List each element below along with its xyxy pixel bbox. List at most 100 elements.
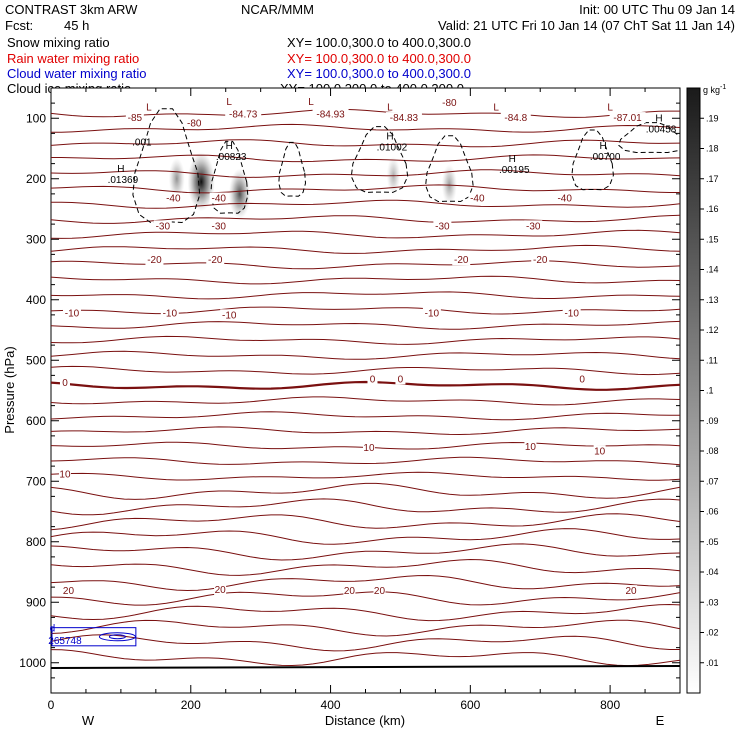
cloud-ice-label: .001 [132,137,152,148]
y-axis-label: Pressure (hPa) [2,346,17,433]
colorbar: .01 .02 .03 .04 .05 .06 .07 .08 .09 .1 .11 .12 .13 .1… [686,84,726,694]
x-tick-label: 200 [181,698,201,712]
high-marker: H [117,164,124,175]
isotherm-label-bg [524,441,537,453]
colorbar-tick-label: .18 [706,144,719,154]
isotherm-label-bg [524,220,543,232]
field-label-rain: Rain water mixing ratio [7,51,139,66]
field-label-snow: Snow mixing ratio [7,35,110,50]
west-label: W [82,713,95,728]
isotherm-line [51,528,680,545]
isotherm-label: -85 [128,113,143,124]
isotherm-label: -84.83 [390,113,419,124]
isotherm-label: 10 [363,443,375,454]
isotherm-label-bg [440,96,459,108]
isotherm-line [51,335,680,345]
isotherm-label: -10 [65,308,80,319]
high-marker-value: .01369 [108,175,139,186]
isotherm-label: -30 [526,221,541,232]
isotherm-line [51,619,680,637]
temperature-contours [51,108,680,667]
isotherm-label: -40 [166,194,181,205]
isotherm-label: -20 [533,255,548,266]
cloud-water-label: d [50,624,56,635]
y-tick-label: 600 [26,414,46,428]
y-tick-label: 500 [26,353,46,367]
isotherm-line [51,365,680,376]
y-tick-label: 400 [26,293,46,307]
isotherm-label-bg [385,112,422,124]
isotherm-label-bg [362,441,375,453]
field-xy-rain: XY= 100.0,300.0 to 400.0,300.0 [287,51,471,66]
isotherm-line [51,184,680,194]
isotherm-line [51,275,680,285]
model-title: CONTRAST 3km ARW [5,2,138,17]
isotherm-line [51,543,680,561]
cloud-ice-contour [618,122,680,154]
isotherm-line [51,513,680,531]
isotherm-label-bg [153,220,172,232]
low-marker: L [226,97,232,108]
colorbar-tick-label: .07 [706,476,719,486]
colorbar-ticks: .01 .02 .03 .04 .05 .06 .07 .08 .09 .1 .11 .12 .13 .1… [700,113,719,668]
isotherm-label: -20 [454,255,469,266]
low-marker: L [308,97,314,108]
high-marker: H [509,154,516,165]
isotherm-line [51,169,680,178]
colorbar-tick-label: .12 [706,325,719,335]
colorbar-tick-label: .04 [706,567,719,577]
y-tick-label: 100 [26,111,46,125]
isotherm-label: 20 [374,586,386,597]
isotherm-label: -40 [470,194,485,205]
cloud-ice-contour [425,135,474,203]
field-label-cloud-water: Cloud water mixing ratio [7,66,146,81]
init-time: Init: 00 UTC Thu 09 Jan 14 [579,2,735,17]
isotherm-line [51,108,680,118]
cloud-water-contours [51,627,137,647]
zero-isotherm [51,380,680,391]
isotherm-label: -10 [425,308,440,319]
high-marker-value: .01002 [377,143,408,154]
colorbar-tick-label: .01 [706,658,719,668]
isotherm-label-bg [59,377,70,389]
colorbar-tick-label: .1 [706,386,714,396]
fcst-label: Fcst: [5,18,33,33]
isotherm-line [51,591,680,606]
cloud-ice-contour [132,108,201,224]
y-tick-label: 300 [26,232,46,246]
isotherm-label-bg [206,254,225,266]
cloud-ice-contour [350,126,409,193]
isotherm-label: -20 [147,255,162,266]
isotherm-label-bg [209,220,228,232]
isotherm-label-bg [562,307,581,319]
isotherm-label-bg [209,192,228,204]
colorbar-tick-label: .15 [706,234,719,244]
snow-core [168,157,185,200]
high-marker: H [600,141,607,152]
colorbar-tick-label: .06 [706,507,719,517]
isotherm-label: -10 [163,308,178,319]
isotherm-label-bg [62,585,75,597]
isotherm-line [51,244,680,254]
x-axis: 0 200 400 600 800 [48,88,646,712]
isotherm-label: 0 [62,378,68,389]
isotherm-label: 10 [594,446,606,457]
y-tick-label: 1000 [19,656,46,670]
colorbar-tick-label: .16 [706,204,719,214]
isotherm-label: 20 [626,586,638,597]
header: CONTRAST 3km ARW Fcst: 45 h NCAR/MMM Ini… [5,2,735,96]
isotherm-label: -10 [564,308,579,319]
isotherm-line [51,123,680,133]
isotherm-label-bg [555,192,574,204]
isotherm-label-bg [395,373,406,385]
isotherm-label-bg [62,307,81,319]
isotherm-label-bg [609,112,646,124]
isotherm-label: -84.8 [504,113,527,124]
x-tick-label: 600 [460,698,480,712]
colorbar-tick-label: .19 [706,113,719,123]
isotherm-label-bg [452,254,471,266]
isotherm-line [51,471,680,481]
isotherm-label: 20 [215,585,227,596]
isotherm-line [51,574,680,592]
